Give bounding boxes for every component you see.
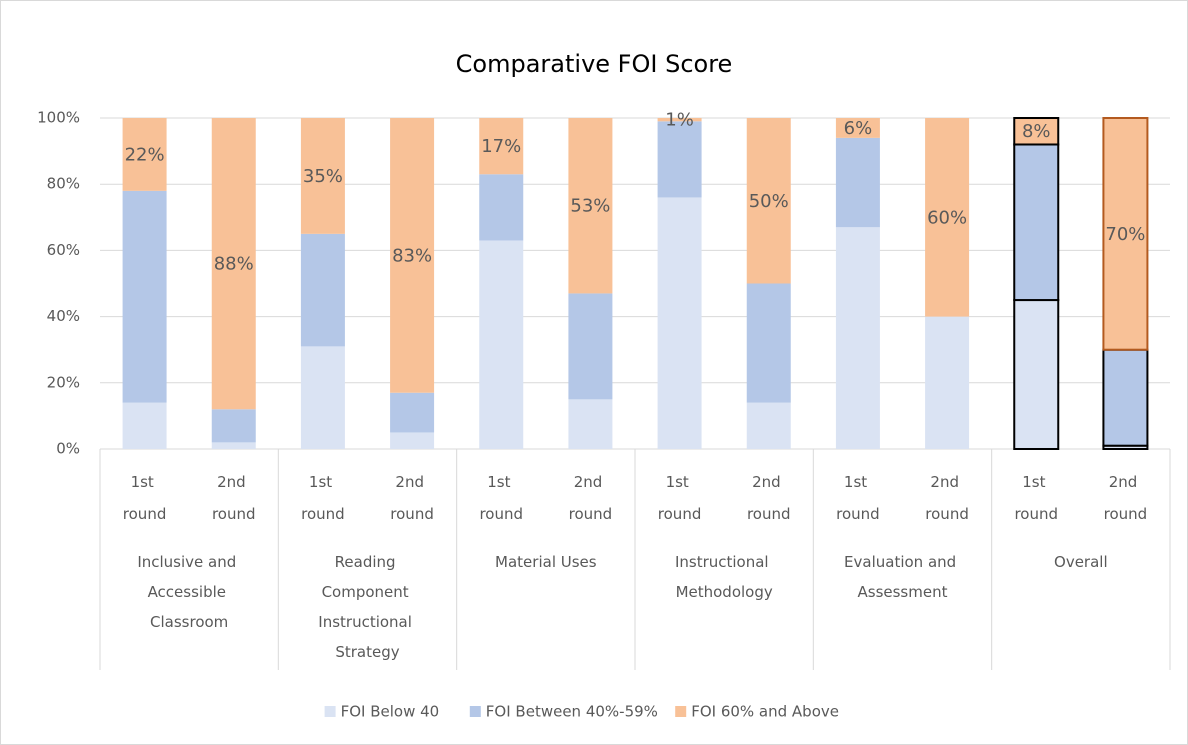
legend-label: FOI Below 40 (341, 703, 440, 721)
x-tick-label: 2nd round (925, 473, 969, 523)
data-label: 35% (303, 166, 343, 187)
legend-swatch (324, 706, 336, 717)
bar-segment (390, 432, 435, 449)
legend-label: FOI Between 40%-59% (486, 703, 658, 721)
x-tick-label: 1st round (479, 473, 523, 523)
x-tick-label: 2nd round (390, 473, 434, 523)
data-label: 1% (665, 110, 694, 131)
x-tick-label: 1st round (836, 473, 880, 523)
data-label: 8% (1022, 121, 1051, 142)
bar-segment (835, 118, 880, 138)
bar-segment (657, 118, 702, 122)
group-label: Inclusive and Accessible Classroom (137, 553, 241, 631)
y-tick-label: 60% (47, 241, 80, 259)
y-tick-label: 20% (47, 373, 80, 391)
bar-segment (746, 118, 791, 284)
bar-segment (390, 392, 435, 433)
y-tick-label: 100% (37, 109, 80, 127)
bar-segment (122, 190, 167, 403)
bar-segment (122, 118, 167, 191)
bar-segment (657, 197, 702, 449)
bar-segment (835, 137, 880, 228)
x-tick-label: 1st round (123, 473, 167, 523)
data-label: 22% (125, 144, 165, 165)
y-tick-label: 80% (47, 175, 80, 193)
bar-segment (300, 233, 345, 347)
data-label: 88% (214, 254, 254, 275)
bar-segment (211, 442, 256, 449)
legend-swatch (469, 706, 481, 717)
bar-segment (300, 346, 345, 449)
bar-segment (925, 118, 970, 317)
bar-segment (211, 409, 256, 443)
bar-segment (1013, 143, 1060, 302)
bar-segment (568, 399, 613, 449)
bar-segment (925, 316, 970, 449)
group-label: Overall (1054, 553, 1108, 571)
data-label: 17% (481, 136, 521, 157)
bar-segment (300, 118, 345, 234)
x-tick-label: 2nd round (1104, 473, 1148, 523)
bar-segment (479, 174, 524, 241)
bar-segment (835, 227, 880, 449)
bar-segment (1102, 117, 1149, 351)
bar-segment (568, 293, 613, 400)
data-label: 60% (927, 207, 967, 228)
group-label: Evaluation and Assessment (844, 553, 961, 601)
x-tick-label: 2nd round (569, 473, 613, 523)
chart-title: Comparative FOI Score (456, 50, 733, 78)
y-tick-label: 0% (56, 440, 80, 458)
data-label: 53% (570, 196, 610, 217)
x-tick-label: 2nd round (747, 473, 791, 523)
data-label: 83% (392, 245, 432, 266)
bar-segment (657, 121, 702, 198)
data-label: 6% (844, 118, 873, 139)
x-tick-label: 2nd round (212, 473, 256, 523)
legend-swatch (675, 706, 687, 717)
bar-segment (746, 283, 791, 403)
bar-segment (122, 402, 167, 449)
group-label: Reading Component Instructional Strategy (318, 553, 416, 661)
y-tick-label: 40% (47, 307, 80, 325)
bar-segment (746, 402, 791, 449)
group-label: Instructional Methodology (675, 553, 773, 601)
bar-segment (479, 118, 524, 175)
x-tick-label: 1st round (658, 473, 702, 523)
bar-segment (390, 118, 435, 393)
bar-segment (568, 118, 613, 294)
data-label: 50% (749, 191, 789, 212)
legend-label: FOI 60% and Above (691, 703, 839, 721)
bar-segment (479, 240, 524, 449)
bar-segment (1102, 348, 1149, 447)
bar-segment (1013, 117, 1060, 146)
bar-segment (211, 118, 256, 410)
x-tick-label: 1st round (1014, 473, 1058, 523)
bar-segment (1013, 299, 1060, 450)
group-label: Material Uses (495, 553, 597, 571)
data-label: 70% (1105, 224, 1145, 245)
x-tick-label: 1st round (301, 473, 345, 523)
